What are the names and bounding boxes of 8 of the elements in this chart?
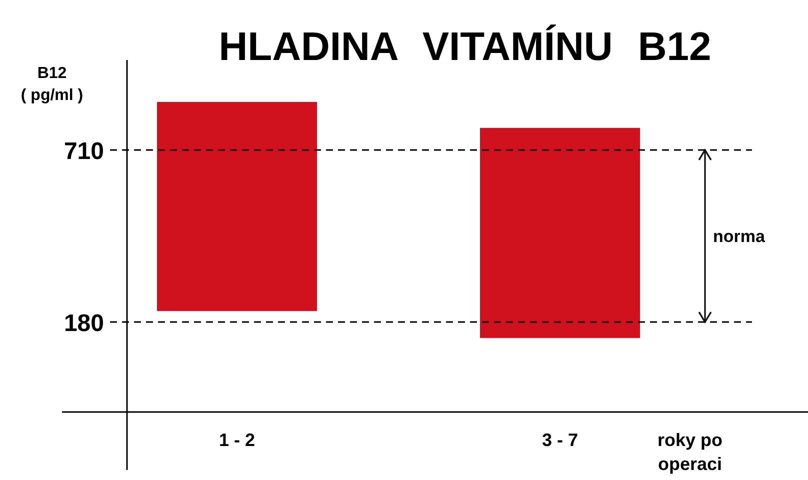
y-tick-label: 180: [64, 310, 104, 338]
y-tick-label: 710: [64, 138, 104, 165]
chart-title: HLADINA VITAMÍNU B12: [218, 24, 712, 69]
y-axis-title: B12 ( pg/ml ): [20, 65, 84, 104]
annotation: norma: [713, 227, 766, 246]
x-tick-label: 1 - 2: [218, 430, 256, 450]
x-axis-title: roky po operaci: [657, 430, 723, 474]
x-tick-label: 3 - 7: [542, 430, 578, 450]
